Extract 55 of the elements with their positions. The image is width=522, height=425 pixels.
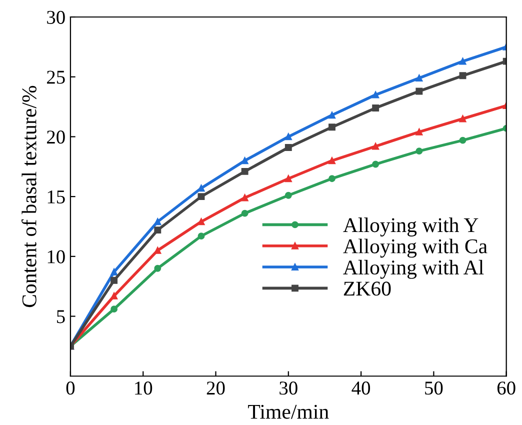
x-tick-label: 0 bbox=[66, 382, 75, 395]
x-tick-label: 60 bbox=[497, 382, 516, 395]
x-axis-title: Time/min bbox=[248, 404, 329, 419]
point bbox=[416, 74, 423, 82]
legend-label: Alloying with Ca bbox=[343, 238, 488, 258]
point bbox=[372, 104, 380, 112]
y-tick-label: 25 bbox=[47, 70, 65, 84]
y-tick-label: 5 bbox=[57, 310, 65, 324]
y-tick-label: 15 bbox=[48, 190, 65, 204]
point bbox=[416, 128, 423, 136]
point bbox=[241, 194, 248, 202]
point bbox=[372, 91, 380, 98]
point bbox=[241, 168, 248, 175]
point bbox=[459, 72, 466, 80]
point bbox=[154, 246, 162, 254]
point bbox=[284, 133, 292, 140]
point bbox=[459, 136, 466, 144]
x-tick-label: 20 bbox=[206, 382, 225, 395]
point bbox=[241, 210, 248, 217]
point bbox=[416, 148, 423, 155]
x-tick-label: 40 bbox=[352, 382, 370, 395]
point bbox=[198, 232, 205, 240]
point bbox=[372, 160, 380, 168]
point bbox=[198, 193, 205, 200]
point bbox=[154, 264, 162, 272]
legend-label: ZK60 bbox=[344, 282, 391, 296]
point bbox=[328, 175, 336, 182]
y-tick-label: 10 bbox=[48, 250, 65, 264]
point bbox=[328, 112, 336, 119]
point bbox=[110, 276, 118, 284]
point bbox=[110, 268, 118, 276]
point bbox=[459, 58, 466, 65]
point bbox=[459, 115, 466, 122]
point bbox=[328, 124, 336, 131]
y-tick-label: 30 bbox=[47, 10, 65, 24]
point bbox=[154, 226, 162, 234]
point bbox=[372, 142, 380, 150]
point bbox=[110, 306, 118, 313]
point bbox=[328, 157, 336, 164]
legend-label: Alloying with Y bbox=[343, 218, 478, 236]
point bbox=[416, 88, 423, 95]
point bbox=[284, 144, 292, 151]
y-axis-title: Content of basal texture/% bbox=[22, 86, 36, 308]
point bbox=[110, 292, 118, 300]
legend-label: Alloying with Al bbox=[343, 260, 484, 279]
point bbox=[284, 175, 292, 182]
x-tick-label: 10 bbox=[135, 382, 152, 395]
point bbox=[198, 218, 205, 226]
y-tick-label: 20 bbox=[47, 130, 65, 144]
point bbox=[198, 184, 205, 192]
point bbox=[154, 218, 162, 226]
point bbox=[241, 157, 248, 164]
x-tick-label: 30 bbox=[280, 382, 298, 395]
point bbox=[284, 192, 292, 199]
x-tick-label: 50 bbox=[425, 382, 443, 395]
